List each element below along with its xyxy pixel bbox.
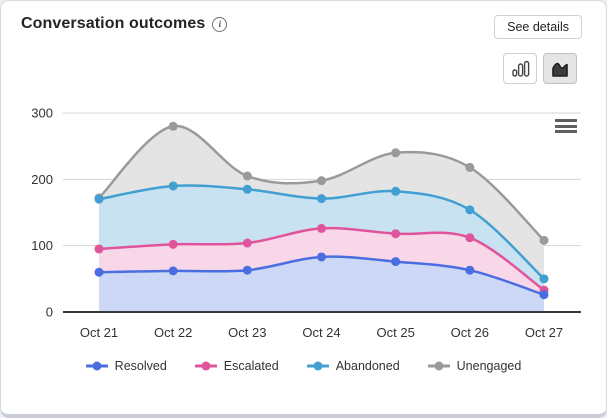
point-resolved-4[interactable]: [391, 257, 401, 267]
point-abandoned-2[interactable]: [242, 184, 252, 194]
area-fill-resolved: [99, 256, 544, 312]
legend-item-abandoned[interactable]: Abandoned: [306, 359, 400, 373]
chart-context-menu-button[interactable]: [555, 116, 577, 136]
chart-type-toggles: [503, 53, 577, 84]
point-escalated-1[interactable]: [168, 239, 178, 249]
x-tick-label: Oct 23: [228, 325, 266, 340]
menu-bar-icon: [555, 124, 577, 128]
legend-label: Unengaged: [456, 359, 522, 373]
y-tick-label: 200: [31, 172, 53, 187]
point-abandoned-1[interactable]: [168, 181, 178, 191]
menu-bar-icon: [555, 130, 577, 134]
point-unengaged-2[interactable]: [242, 171, 252, 181]
point-escalated-0[interactable]: [94, 244, 104, 254]
point-abandoned-6[interactable]: [539, 274, 549, 284]
point-resolved-6[interactable]: [539, 290, 549, 300]
legend-marker-icon: [427, 361, 450, 371]
point-resolved-0[interactable]: [94, 267, 104, 277]
point-unengaged-4[interactable]: [391, 148, 401, 158]
point-escalated-2[interactable]: [242, 238, 252, 248]
y-tick-label: 300: [31, 106, 53, 121]
point-abandoned-0[interactable]: [94, 194, 104, 204]
point-escalated-5[interactable]: [465, 233, 475, 243]
point-unengaged-1[interactable]: [168, 121, 178, 131]
point-resolved-2[interactable]: [242, 265, 252, 275]
legend-item-resolved[interactable]: Resolved: [85, 359, 167, 373]
y-tick-label: 0: [46, 305, 53, 320]
point-escalated-3[interactable]: [317, 223, 326, 233]
area-chart-icon: [552, 62, 568, 77]
info-icon[interactable]: i: [212, 16, 228, 32]
point-resolved-3[interactable]: [317, 252, 326, 262]
y-tick-label: 100: [31, 238, 53, 253]
legend-marker-icon: [194, 361, 217, 371]
legend-marker-icon: [306, 361, 329, 371]
x-tick-label: Oct 25: [377, 325, 415, 340]
outcomes-area-chart: 0 100 200 300 Oct 21 Oct 22 Oct 23 Oct 24 Oct 25…: [31, 106, 581, 340]
x-tick-label: Oct 22: [154, 325, 192, 340]
point-abandoned-3[interactable]: [317, 194, 326, 204]
point-resolved-5[interactable]: [465, 265, 475, 275]
x-tick-label: Oct 24: [302, 325, 340, 340]
legend-item-escalated[interactable]: Escalated: [194, 359, 279, 373]
point-unengaged-3[interactable]: [317, 176, 326, 186]
point-abandoned-5[interactable]: [465, 205, 475, 215]
menu-bar-icon: [555, 118, 577, 122]
point-unengaged-6[interactable]: [539, 235, 549, 245]
point-abandoned-4[interactable]: [391, 186, 401, 196]
area-chart-toggle-button[interactable]: [543, 53, 577, 84]
legend-item-unengaged[interactable]: Unengaged: [427, 359, 522, 373]
legend-label: Escalated: [223, 359, 279, 373]
x-tick-label: Oct 26: [451, 325, 489, 340]
column-chart-icon: [512, 60, 530, 77]
x-tick-label: Oct 21: [80, 325, 118, 340]
legend-label: Abandoned: [335, 359, 400, 373]
chart-legend: Resolved Escalated Abandoned Unengaged: [1, 359, 606, 373]
point-escalated-4[interactable]: [391, 229, 401, 239]
see-details-button[interactable]: See details: [494, 15, 582, 39]
column-chart-toggle-button[interactable]: [503, 53, 537, 84]
page-title: Conversation outcomes: [21, 15, 206, 32]
legend-marker-icon: [85, 361, 108, 371]
card-header: Conversation outcomes i: [21, 15, 228, 33]
x-tick-label: Oct 27: [525, 325, 563, 340]
legend-label: Resolved: [114, 359, 167, 373]
point-resolved-1[interactable]: [168, 266, 178, 276]
point-unengaged-5[interactable]: [465, 162, 475, 172]
